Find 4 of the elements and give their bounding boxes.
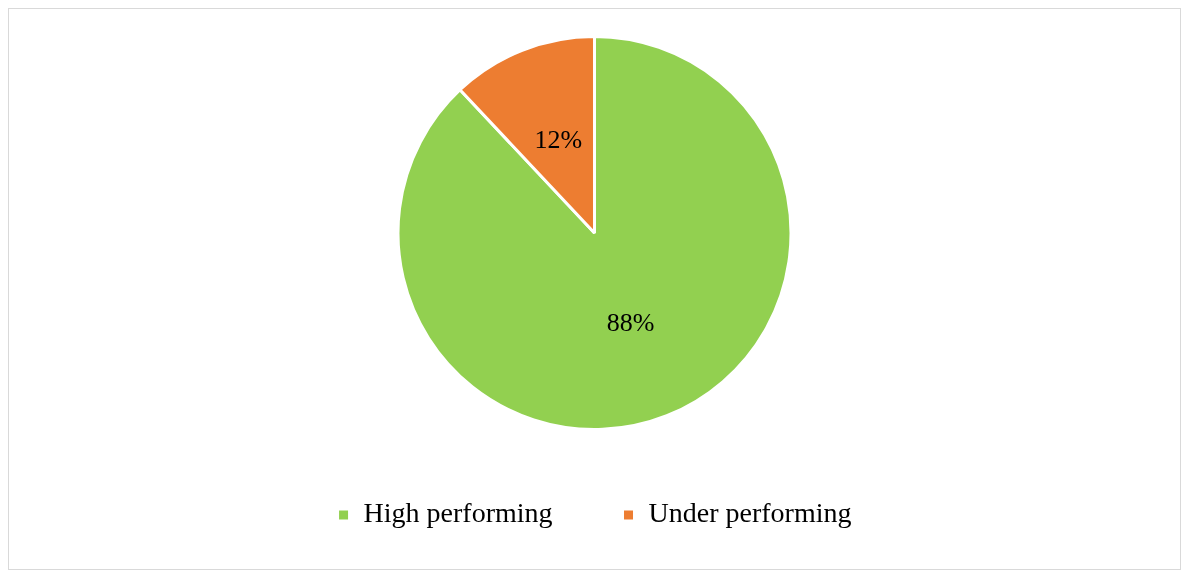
data-label: 88% (606, 308, 655, 338)
legend-label: High performing (363, 497, 553, 529)
legend-label: Under performing (648, 497, 852, 529)
data-label: 12% (534, 125, 583, 155)
